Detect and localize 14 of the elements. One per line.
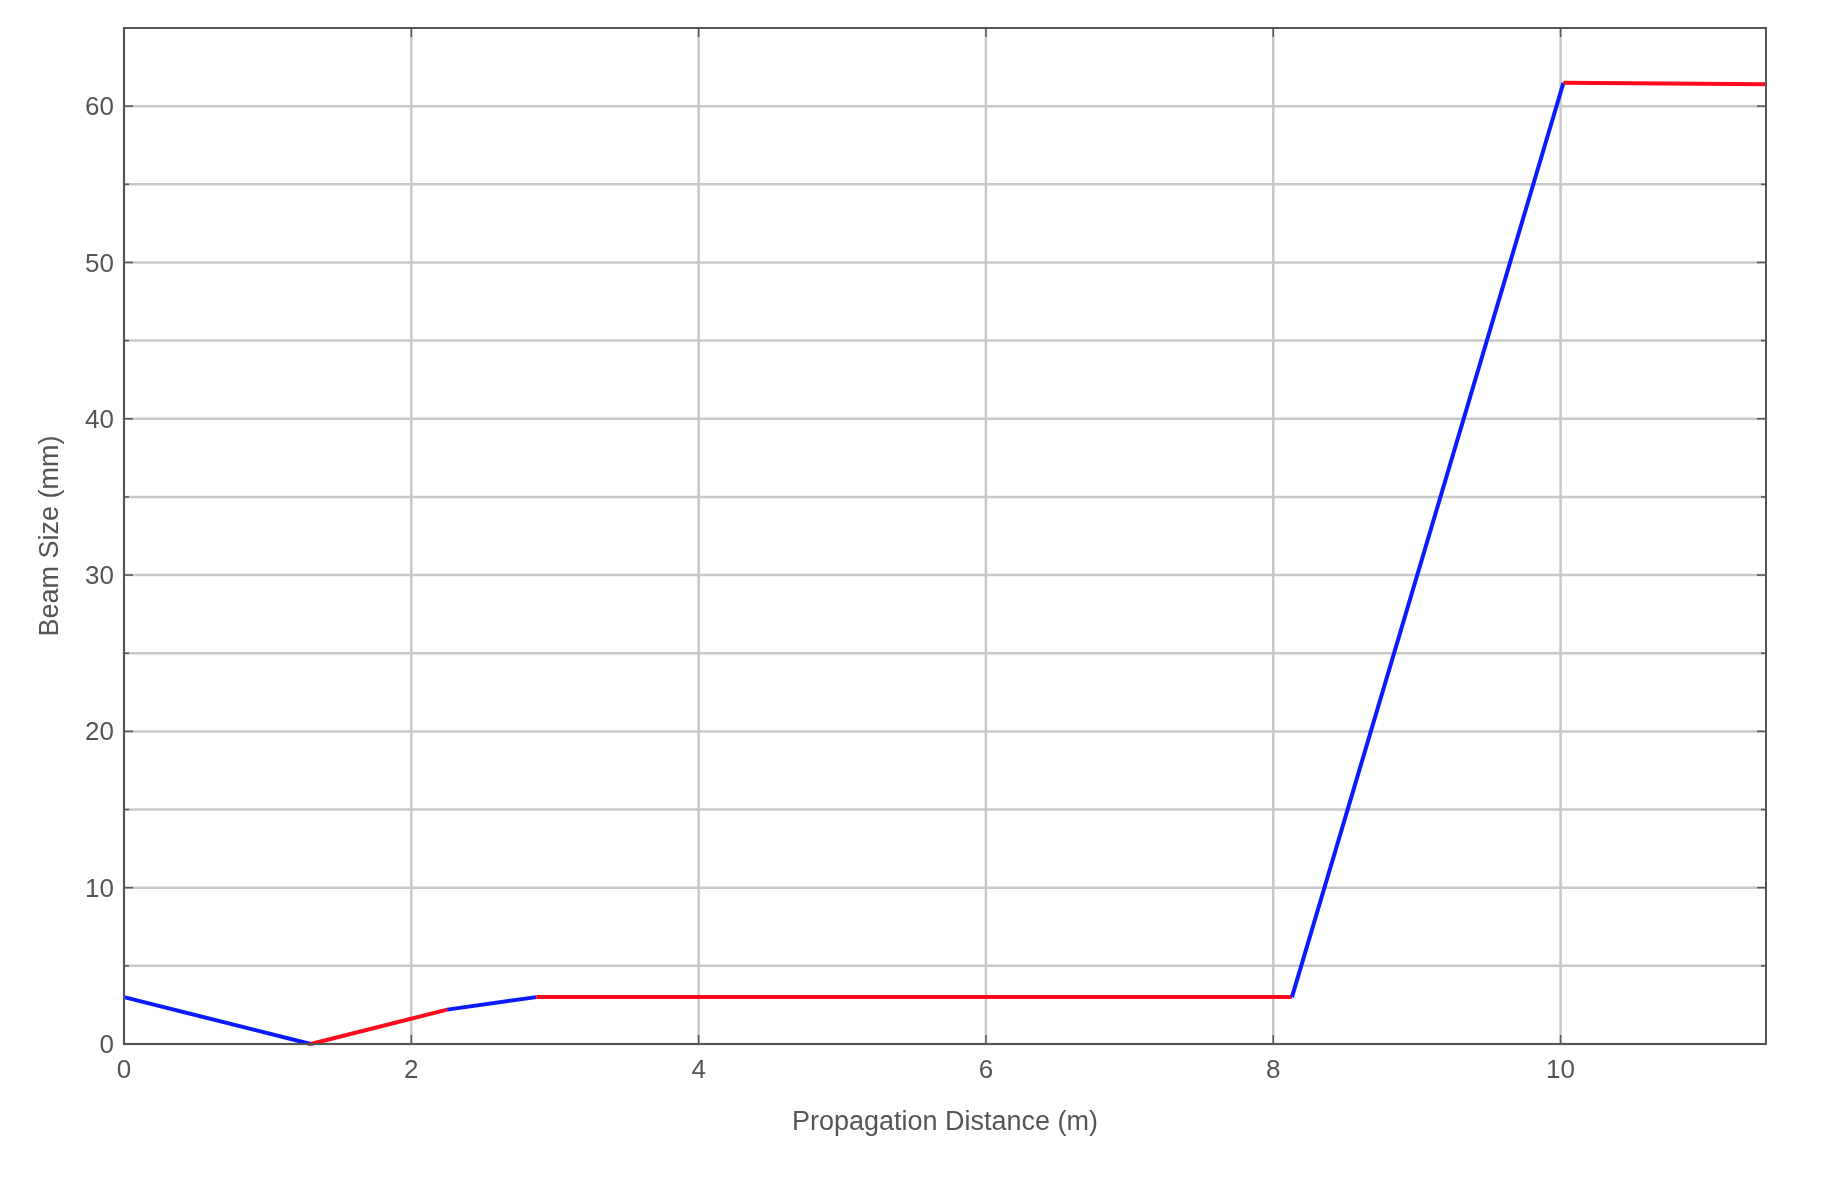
x-tick-label: 6 (978, 1054, 994, 1084)
y-axis-title: Beam Size (mm) (34, 435, 64, 637)
y-tick-label: 0 (99, 1029, 114, 1060)
y-tick-label: 10 (85, 872, 114, 903)
x-tick-label: 4 (691, 1054, 706, 1084)
x-axis-title: Propagation Distance (m) (791, 1106, 1099, 1136)
y-tick-label: 40 (85, 403, 114, 434)
y-tick-label: 30 (85, 560, 114, 591)
y-tick-label: 50 (85, 247, 114, 278)
x-tick-label: 2 (404, 1054, 419, 1084)
y-tick-label: 20 (85, 716, 114, 747)
y-tick-label: 60 (85, 91, 114, 122)
x-tick-label: 8 (1266, 1054, 1281, 1084)
x-tick-label: 10 (1546, 1054, 1576, 1084)
